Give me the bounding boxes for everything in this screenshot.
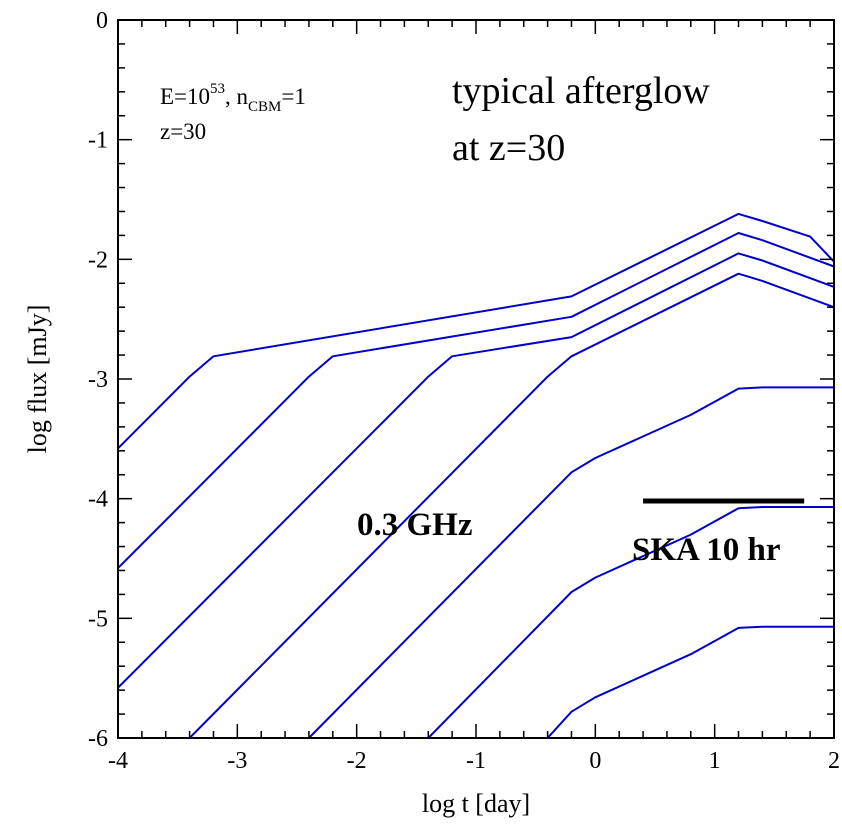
frequency-label: 0.3 GHz bbox=[357, 507, 472, 543]
y-tick-label: -3 bbox=[88, 367, 108, 393]
series-line-1 bbox=[118, 212, 834, 450]
x-tick-label: -4 bbox=[108, 748, 128, 774]
series-line-6 bbox=[427, 506, 834, 738]
title-annotation-line2: at z=30 bbox=[452, 127, 565, 169]
ticklabels-group: -4 -3 -2 -1 0 1 2 -6 -5 -4 -3 -2 -1 0 bbox=[88, 8, 840, 774]
series-line-2 bbox=[118, 232, 834, 569]
y-tick-label: -1 bbox=[88, 128, 108, 154]
x-tick-label: 1 bbox=[709, 748, 721, 774]
x-tick-label: -3 bbox=[227, 748, 247, 774]
y-tick-label: -4 bbox=[88, 487, 108, 513]
ticks-group bbox=[117, 19, 835, 739]
y-tick-label: 0 bbox=[96, 8, 108, 34]
y-tick-label: -2 bbox=[88, 247, 108, 273]
y-tick-label: -5 bbox=[88, 606, 108, 632]
ska-label: SKA 10 hr bbox=[632, 532, 781, 568]
x-tick-label: -1 bbox=[466, 748, 486, 774]
series-group bbox=[118, 212, 834, 738]
series-line-3 bbox=[118, 252, 834, 689]
x-axis-label: log t [day] bbox=[422, 789, 530, 818]
series-line-4 bbox=[188, 272, 834, 738]
y-axis-label: log flux [mJy] bbox=[23, 305, 52, 454]
series-line-7 bbox=[546, 625, 834, 738]
x-tick-label: -2 bbox=[347, 748, 367, 774]
title-annotation-line1: typical afterglow bbox=[452, 70, 710, 112]
x-tick-label: 0 bbox=[589, 748, 601, 774]
params-annotation-line1: E=1053, nCBM=1 bbox=[160, 81, 306, 115]
params-annotation-line2: z=30 bbox=[160, 119, 206, 144]
x-tick-label: 2 bbox=[828, 748, 840, 774]
series-line-5 bbox=[308, 386, 834, 738]
y-tick-label: -6 bbox=[88, 726, 108, 752]
